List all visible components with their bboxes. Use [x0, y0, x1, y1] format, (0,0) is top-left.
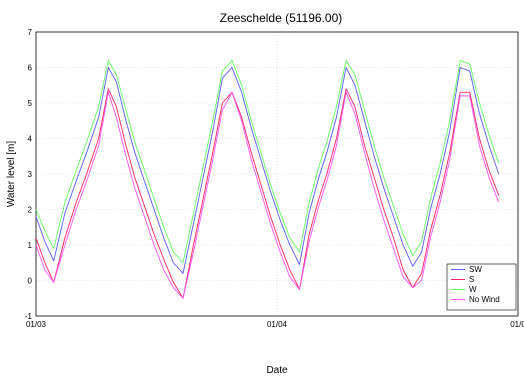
series-line-w	[35, 59, 500, 264]
series-line-sw	[35, 67, 500, 274]
y-tick-label: 7	[28, 28, 33, 37]
x-tick-label: 01/03	[26, 320, 47, 329]
x-tick-label: 01/04	[267, 320, 288, 329]
series-layer	[35, 59, 500, 299]
plot-frame	[35, 31, 519, 317]
legend-box	[446, 263, 517, 311]
legend-label: No Wind	[469, 295, 500, 304]
y-tick-label: 2	[28, 206, 33, 215]
y-tick-label: 3	[28, 170, 33, 179]
legend-label: W	[469, 285, 477, 294]
chart-title: Zeeschelde (51196.00)	[220, 11, 343, 25]
y-axis-title: Water level [m]	[6, 141, 17, 208]
y-tick-label: 4	[28, 135, 33, 144]
series-line-no-wind	[35, 91, 500, 299]
legend-label: S	[469, 275, 474, 284]
y-tick-label: 6	[28, 64, 33, 73]
y-tick-label: -1	[25, 312, 33, 321]
y-tick-label: 5	[28, 99, 33, 108]
x-axis-title: Date	[266, 365, 288, 376]
x-tick-label: 01/0	[510, 320, 524, 329]
y-tick-labels: -1 0 1 2 3 4 5 6 7	[25, 28, 33, 321]
grid	[36, 32, 518, 316]
series-line-s	[35, 88, 500, 299]
y-tick-label: 0	[28, 277, 33, 286]
x-tick-labels: 01/03 01/04 01/0	[26, 320, 524, 329]
y-tick-label: 1	[28, 241, 33, 250]
legend-label: SW	[469, 265, 482, 274]
